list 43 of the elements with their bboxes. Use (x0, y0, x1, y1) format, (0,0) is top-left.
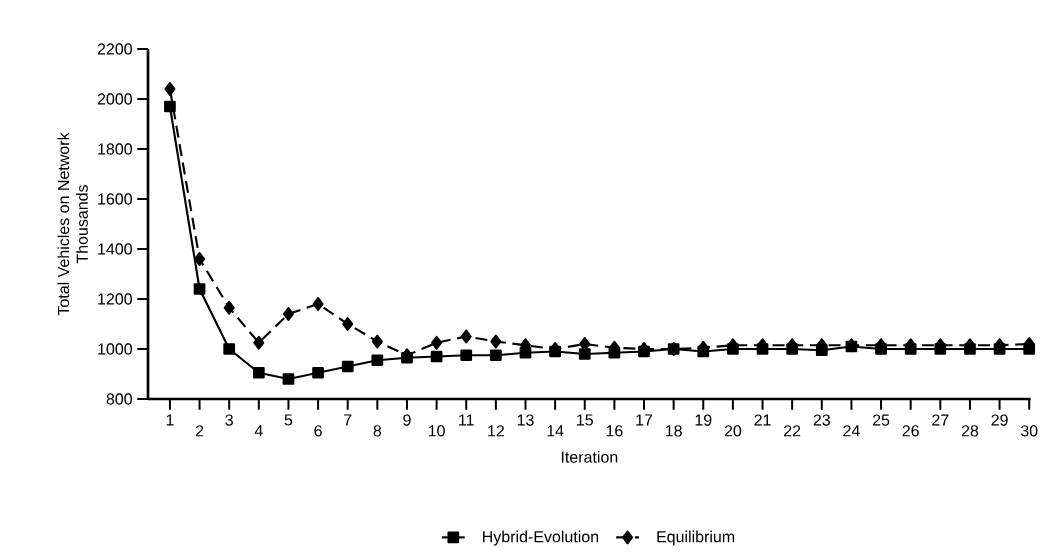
x-tick-label: 3 (225, 414, 233, 426)
x-tick-label: 7 (344, 414, 352, 426)
legend-label: Equilibrium (657, 530, 735, 546)
y-tick-label: 800 (106, 393, 132, 405)
x-tick-label: 4 (254, 425, 263, 437)
x-tick-label: 14 (547, 425, 564, 437)
text: Thousands (76, 185, 88, 264)
x-tick-label: 1 (166, 414, 174, 426)
x-tick-label: 24 (843, 425, 860, 437)
x-tick-label: 27 (932, 414, 949, 426)
y-tick-label: 1200 (98, 293, 132, 305)
x-tick-label: 29 (991, 414, 1008, 426)
x-tick-label: 10 (428, 425, 445, 437)
x-tick-label: 15 (577, 414, 593, 426)
x-tick-label: 20 (724, 425, 742, 437)
y-tick-label: 1600 (98, 193, 132, 205)
x-tick-label: 5 (284, 414, 293, 426)
x-tick-label: 6 (314, 425, 322, 437)
x-tick-label: 18 (665, 425, 682, 437)
x-tick-label: 30 (1020, 425, 1038, 437)
x-tick-label: 16 (606, 425, 623, 437)
x-tick-label: 9 (403, 414, 411, 426)
x-tick-label: 13 (517, 414, 534, 426)
x-tick-label: 26 (902, 425, 919, 437)
x-tick-label: 2 (195, 425, 204, 437)
x-tick-label: 21 (754, 414, 771, 426)
y-tick-label: 1800 (98, 143, 132, 155)
x-tick-label: 28 (961, 425, 979, 437)
x-tick-label: 12 (488, 425, 504, 437)
y-tick-label: 2200 (97, 43, 132, 55)
y-axis-title: Total Vehicles on Network (57, 132, 70, 316)
x-tick-label: 25 (872, 414, 890, 426)
x-tick-label: 17 (636, 414, 653, 426)
x-tick-label: 22 (784, 425, 801, 437)
y-tick-label: 2000 (97, 93, 132, 105)
x-tick-label: 11 (459, 414, 474, 426)
x-tick-label: 23 (813, 414, 830, 426)
legend-label: Hybrid-Evolution (483, 530, 599, 546)
y-tick-label: 1400 (98, 243, 132, 255)
x-tick-label: 8 (373, 425, 382, 437)
x-axis-title: Iteration (561, 451, 618, 463)
y-tick-label: 1000 (98, 343, 132, 355)
x-tick-label: 19 (695, 414, 712, 426)
